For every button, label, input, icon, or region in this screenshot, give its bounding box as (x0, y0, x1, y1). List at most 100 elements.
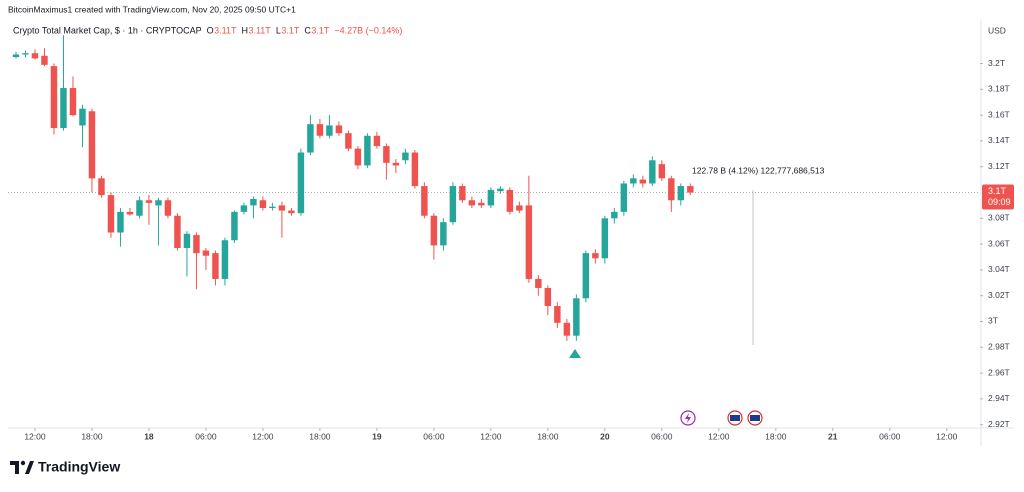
event-icon (750, 415, 760, 421)
y-tick-label: 2.92T (988, 419, 1010, 429)
measure-label: 122.78 B (4.12%) 122,777,686,513 (692, 165, 825, 175)
x-tick-label: 06:00 (195, 431, 217, 441)
candle-body (345, 133, 352, 149)
x-tick-label: 12:00 (480, 431, 502, 441)
candle-body (250, 198, 257, 206)
candle-body (478, 202, 485, 206)
candle-body (516, 205, 523, 211)
candle-body (535, 278, 542, 288)
candle-body (174, 215, 181, 248)
candle-body (658, 164, 666, 179)
logo-mark (25, 461, 34, 474)
ohlc-key: H (241, 25, 248, 35)
candle-body (392, 162, 400, 166)
candle-body (193, 235, 200, 254)
candle-body (449, 186, 457, 223)
y-tick-label: 3.16T (988, 109, 1010, 119)
events (680, 410, 763, 426)
x-tick-label: 12:00 (252, 431, 274, 441)
y-tick-label: 3.04T (988, 264, 1010, 274)
candle-body (98, 178, 105, 196)
ohlc-value: 3.11T (214, 25, 237, 35)
x-tick-label: 19 (372, 431, 382, 441)
candle-body (155, 200, 162, 206)
candle-body (69, 88, 77, 116)
y-tick-label: 2.98T (988, 342, 1010, 352)
last-price-box (982, 184, 1014, 210)
logo-mark (20, 460, 26, 466)
x-tick-label: 18:00 (309, 431, 331, 441)
attribution: BitcoinMaximus1 created with TradingView… (8, 4, 296, 14)
candles (12, 35, 694, 341)
candle-body (164, 200, 172, 216)
candle-body (497, 188, 504, 192)
candle-body (107, 195, 115, 233)
candle-body (601, 218, 609, 259)
y-tick-label: 3.06T (988, 238, 1010, 248)
candle-body (183, 233, 191, 248)
candle-body (440, 222, 447, 246)
y-tick-label: 3.08T (988, 213, 1010, 223)
ohlc-change: −4.27B (−0.14%) (334, 25, 402, 35)
ohlc-value: 3.1T (281, 25, 300, 35)
last-price-label: 3.1T (988, 186, 1007, 196)
ohlc-value: 3.1T (311, 25, 330, 35)
candle-body (50, 66, 58, 129)
candle-body (88, 111, 96, 179)
candle-body (677, 186, 685, 201)
candle-body (411, 152, 419, 187)
y-tick-label: 3.12T (988, 161, 1010, 171)
y-tick-label: 3.02T (988, 290, 1010, 300)
candle-body (136, 200, 143, 216)
candle-body (620, 183, 628, 212)
candle-body (202, 250, 210, 256)
candle-body (79, 108, 86, 126)
candle-body (269, 206, 276, 208)
x-tick-label: 20 (600, 431, 610, 441)
event-icon (680, 410, 696, 426)
brand: TradingView (38, 459, 120, 475)
candle-body (639, 179, 647, 184)
signal-marker (569, 349, 581, 358)
candle-body (212, 253, 219, 279)
candle-body (117, 211, 124, 233)
candle-body (544, 287, 552, 307)
candle-body (297, 152, 305, 214)
candle-body (288, 210, 295, 214)
logo-mark (10, 461, 19, 474)
countdown: 09:09 (988, 197, 1011, 207)
brand-logo (10, 460, 34, 474)
x-tick-label: 12:00 (708, 431, 730, 441)
candle-body (316, 124, 324, 136)
candle-body (459, 186, 466, 201)
candle-body (278, 205, 286, 211)
candle-body (126, 211, 134, 215)
y-tick-label: 3.18T (988, 84, 1010, 94)
x-tick-label: 18:00 (537, 431, 559, 441)
candle-body (373, 135, 381, 147)
candle-body (611, 211, 618, 219)
y-tick-label: 2.96T (988, 367, 1010, 377)
candle-body (307, 124, 314, 153)
candle-body (687, 186, 694, 193)
candle-body (31, 53, 39, 59)
candle-body (525, 205, 533, 279)
candle-body (402, 152, 409, 161)
candle-body (240, 205, 248, 212)
candle-body (221, 240, 229, 279)
ohlc-key: C (304, 25, 311, 35)
ohlc-key: O (207, 25, 214, 35)
currency: USD (988, 25, 1006, 35)
candle-body (554, 306, 561, 323)
y-tick-label: 2.94T (988, 393, 1010, 403)
candle-body (582, 253, 590, 299)
candle-body (649, 160, 656, 184)
chart-title: Crypto Total Market Cap, $ · 1h · CRYPTO… (13, 25, 202, 35)
x-tick-label: 12:00 (24, 431, 46, 441)
candle-body (563, 322, 571, 336)
candle-body (468, 200, 476, 206)
candle-body (364, 135, 371, 166)
event-icon (730, 415, 740, 421)
